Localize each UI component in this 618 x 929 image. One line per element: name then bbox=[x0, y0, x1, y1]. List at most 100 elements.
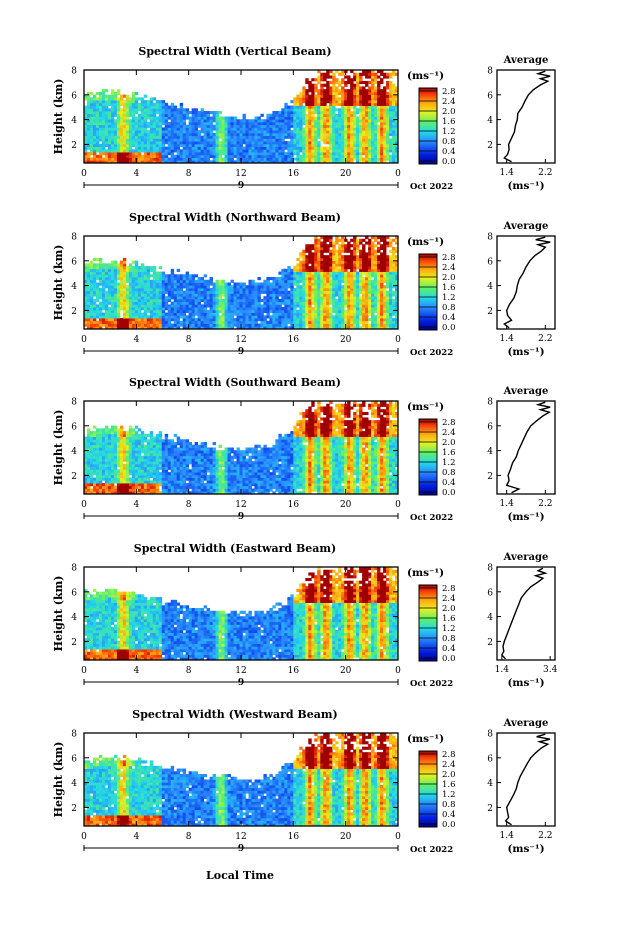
heatmap-cell bbox=[389, 312, 393, 316]
heatmap-cell bbox=[245, 323, 249, 327]
heatmap-cell bbox=[353, 146, 357, 150]
heatmap-cell bbox=[362, 290, 366, 294]
heatmap-cell bbox=[350, 268, 354, 272]
heatmap-cell bbox=[200, 315, 205, 319]
heatmap-cell bbox=[242, 304, 246, 308]
heatmap-cell bbox=[287, 121, 291, 126]
heatmap-cell bbox=[296, 100, 300, 104]
heatmap-cell bbox=[260, 113, 264, 117]
heatmap-cell bbox=[95, 121, 100, 126]
heatmap-cell bbox=[311, 121, 315, 126]
heatmap-cell bbox=[167, 146, 172, 150]
heatmap-cell bbox=[347, 312, 351, 316]
heatmap-cell bbox=[212, 282, 216, 286]
heatmap-cell bbox=[353, 255, 357, 259]
heatmap-cell bbox=[311, 274, 315, 278]
heatmap-cell bbox=[254, 315, 258, 319]
heatmap-cell bbox=[119, 307, 124, 311]
heatmap-cell bbox=[344, 277, 348, 281]
heatmap-cell bbox=[110, 315, 115, 319]
heatmap-cell bbox=[92, 100, 97, 104]
heatmap-cell bbox=[245, 149, 249, 153]
heatmap-cell bbox=[347, 318, 351, 322]
heatmap-cell bbox=[332, 307, 336, 311]
heatmap-cell bbox=[371, 124, 375, 128]
heatmap-cell bbox=[305, 293, 309, 297]
heatmap-cell bbox=[386, 105, 390, 109]
heatmap-cell bbox=[95, 154, 100, 158]
heatmap-cell bbox=[332, 149, 336, 153]
heatmap-cell bbox=[86, 113, 91, 117]
heatmap-cell bbox=[203, 285, 208, 289]
heatmap-cell bbox=[299, 252, 303, 256]
heatmap-cell bbox=[326, 315, 330, 319]
heatmap-cell bbox=[128, 290, 133, 294]
heatmap-cell bbox=[311, 141, 315, 145]
heatmap-cell bbox=[257, 157, 261, 161]
heatmap-cell bbox=[260, 135, 264, 139]
heatmap-cell bbox=[245, 293, 249, 297]
heatmap-cell bbox=[212, 119, 216, 123]
heatmap-cell bbox=[350, 138, 354, 142]
heatmap-cell bbox=[134, 138, 139, 142]
heatmap-cell bbox=[224, 160, 228, 164]
heatmap-cell bbox=[128, 154, 133, 158]
heatmap-cell bbox=[173, 135, 178, 139]
heatmap-cell bbox=[377, 143, 381, 147]
heatmap-cell bbox=[110, 323, 115, 327]
heatmap-cell bbox=[341, 241, 345, 245]
heatmap-cell bbox=[320, 301, 324, 305]
heatmap-cell bbox=[341, 108, 345, 112]
heatmap-cell bbox=[365, 83, 369, 87]
heatmap-cell bbox=[84, 298, 88, 303]
heatmap-cell bbox=[215, 298, 219, 303]
heatmap-cell bbox=[350, 70, 354, 74]
heatmap-cell bbox=[344, 274, 348, 278]
heatmap-cell bbox=[359, 91, 363, 96]
heatmap-cell bbox=[134, 127, 139, 131]
heatmap-cell bbox=[194, 149, 199, 153]
heatmap-cell bbox=[251, 287, 255, 292]
heatmap-cell bbox=[308, 268, 312, 272]
heatmap-cell bbox=[200, 113, 205, 117]
heatmap-cell bbox=[260, 290, 264, 294]
heatmap-cell bbox=[353, 252, 357, 256]
heatmap-cell bbox=[317, 100, 321, 104]
heatmap-cell bbox=[236, 135, 240, 139]
heatmap-cell bbox=[131, 287, 136, 292]
heatmap-cell bbox=[308, 307, 312, 311]
heatmap-cell bbox=[200, 277, 205, 281]
heatmap-cell bbox=[260, 130, 264, 134]
heatmap-cell bbox=[377, 312, 381, 316]
heatmap-cell bbox=[290, 143, 294, 147]
heatmap-cell bbox=[128, 135, 133, 139]
heatmap-cell bbox=[137, 301, 142, 305]
heatmap-cell bbox=[344, 146, 348, 150]
heatmap-cell bbox=[326, 94, 330, 98]
heatmap-cell bbox=[368, 124, 372, 128]
heatmap-cell bbox=[386, 298, 390, 303]
heatmap-cell bbox=[377, 138, 381, 142]
heatmap-cell bbox=[293, 157, 297, 161]
heatmap-cell bbox=[272, 119, 276, 123]
heatmap-cell bbox=[377, 89, 381, 93]
heatmap-cell bbox=[152, 323, 157, 327]
heatmap-cell bbox=[308, 132, 312, 137]
heatmap-cell bbox=[116, 97, 121, 101]
heatmap-cell bbox=[377, 102, 381, 106]
heatmap-cell bbox=[89, 320, 94, 324]
heatmap-cell bbox=[272, 307, 276, 311]
heatmap-cell bbox=[371, 135, 375, 139]
heatmap-cell bbox=[392, 271, 396, 275]
heatmap-cell bbox=[329, 102, 333, 106]
heatmap-cell bbox=[347, 241, 351, 245]
heatmap-cell bbox=[332, 100, 336, 104]
heatmap-cell bbox=[365, 260, 369, 264]
heatmap-cell bbox=[380, 268, 384, 272]
heatmap-cell bbox=[158, 312, 163, 316]
heatmap-cell bbox=[194, 113, 199, 117]
heatmap-cell bbox=[335, 263, 339, 267]
heatmap-cell bbox=[128, 293, 133, 297]
heatmap-cell bbox=[101, 157, 106, 161]
heatmap-cell bbox=[173, 307, 178, 311]
